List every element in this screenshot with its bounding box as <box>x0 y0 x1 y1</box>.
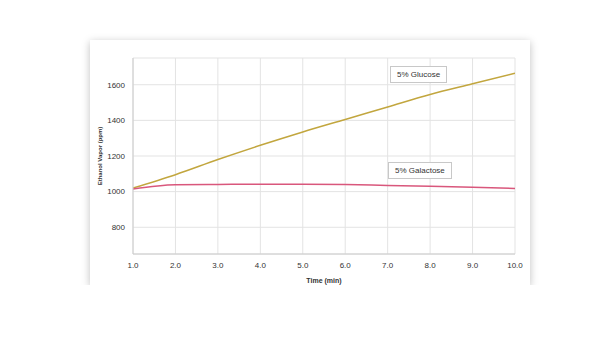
svg-text:Ethanol Vapor (ppm): Ethanol Vapor (ppm) <box>97 127 103 186</box>
svg-text:5.0: 5.0 <box>297 261 309 270</box>
svg-text:10.0: 10.0 <box>507 261 523 270</box>
svg-text:1200: 1200 <box>107 152 125 161</box>
svg-text:1600: 1600 <box>107 81 125 90</box>
svg-text:8.0: 8.0 <box>425 261 437 270</box>
html-text:5% Glucose: 5% Glucose <box>397 70 441 79</box>
svg-text:6.0: 6.0 <box>340 261 352 270</box>
html-text:5% Galactose: 5% Galactose <box>395 166 445 175</box>
svg-text:9.0: 9.0 <box>467 261 479 270</box>
svg-text:Time (min): Time (min) <box>306 277 341 285</box>
svg-text:4.0: 4.0 <box>255 261 267 270</box>
svg-text:7.0: 7.0 <box>382 261 394 270</box>
svg-text:2.0: 2.0 <box>170 261 182 270</box>
svg-text:1000: 1000 <box>107 187 125 196</box>
svg-text:1400: 1400 <box>107 116 125 125</box>
svg-text:1.0: 1.0 <box>127 261 139 270</box>
svg-text:3.0: 3.0 <box>212 261 224 270</box>
svg-text:800: 800 <box>112 223 126 232</box>
